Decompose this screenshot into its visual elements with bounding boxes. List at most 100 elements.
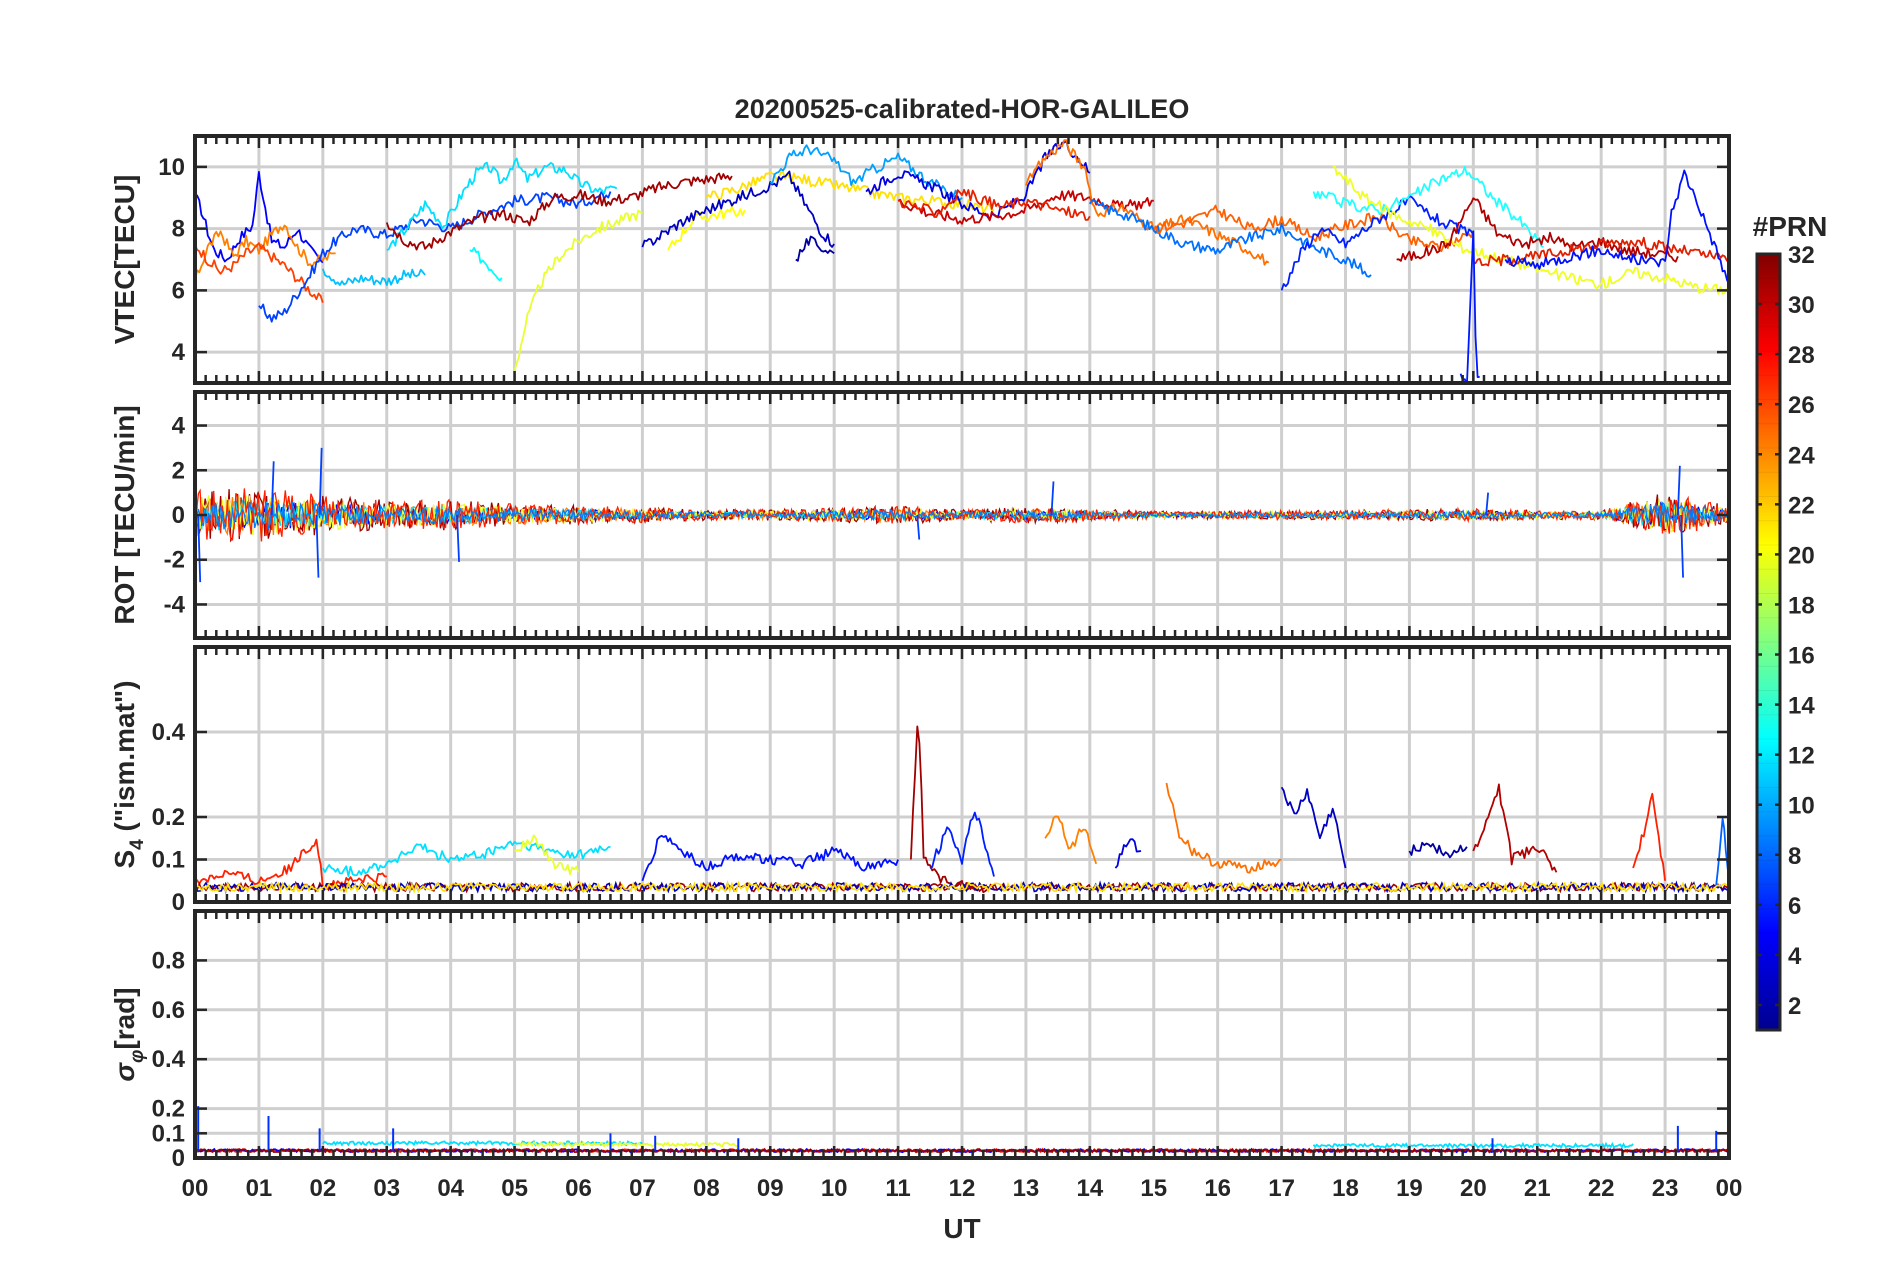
x-tick-label: 14 (1076, 1175, 1103, 1202)
y-tick-label: 0 (172, 1145, 185, 1172)
panel-s4: 0 0.1 0.2 0.4S4 ("ism.mat") (109, 645, 1731, 916)
y-tick-label: 0.2 (152, 804, 185, 831)
x-tick-label: 23 (1652, 1175, 1679, 1202)
y-tick-label: 0.1 (152, 847, 185, 874)
series-prn-12 (322, 840, 611, 877)
colorbar-tick-label: 28 (1788, 342, 1815, 369)
series-prn-10 (769, 144, 963, 201)
series-prn-2 (795, 235, 835, 262)
y-tick-label: 4 (172, 339, 186, 366)
rot-trace (195, 488, 1729, 542)
colorbar-tick-label: 26 (1788, 392, 1815, 419)
rot-spike (1676, 465, 1681, 516)
y-tick-label: 6 (172, 277, 185, 304)
x-tick-label: 00 (182, 1175, 209, 1202)
colorbar-tick-label: 10 (1788, 793, 1815, 820)
panel-rot-ylabel: ROT [TECU/min] (109, 405, 140, 624)
s4-baseline-trace (195, 879, 1729, 895)
rot-spike (270, 461, 275, 516)
y-tick-label: -2 (164, 547, 185, 574)
x-tick-label: 15 (1140, 1175, 1167, 1202)
panel-vtec-data (195, 139, 1729, 383)
series-prn-26 (195, 242, 324, 303)
x-tick-label: 12 (949, 1175, 976, 1202)
panel-s4-ylabel: S4 ("ism.mat") (109, 680, 148, 868)
panel-vtec-ticks (193, 136, 1731, 383)
series-prn-13 (1312, 165, 1544, 248)
panel-sigma-phi: 00.10.2 0.4 0.6 0.8σφ[rad] (109, 909, 1731, 1172)
rot-trace (195, 501, 1729, 530)
rot-spike (318, 447, 323, 516)
y-tick-label: 0 (172, 502, 185, 529)
y-tick-label: 8 (172, 216, 185, 243)
panel-rot: -4 -2 0 2 4 ROT [TECU/min] (109, 390, 1731, 640)
y-tick-label: 0.1 (152, 1120, 185, 1147)
x-tick-label: 07 (629, 1175, 656, 1202)
series-prn-4 (641, 834, 899, 882)
sigma-band-trace (514, 1141, 739, 1148)
y-tick-label: 0.6 (152, 997, 185, 1024)
panel-rot-data (195, 447, 1729, 583)
x-tick-label: 11 (885, 1175, 910, 1202)
series-prn-26 (195, 838, 387, 890)
colorbar-tick-label: 14 (1788, 693, 1815, 720)
y-tick-label: 10 (158, 154, 185, 181)
series-prn-3 (641, 170, 835, 248)
series-prn-23 (1025, 139, 1270, 266)
series-prn-13 (469, 246, 503, 282)
colorbar-tick-label: 24 (1788, 442, 1815, 469)
rot-spike (1050, 481, 1055, 516)
x-tick-label: 22 (1588, 1175, 1615, 1202)
colorbar-tick-label: 16 (1788, 643, 1815, 670)
colorbar-label: #PRN (1753, 211, 1828, 242)
panel-sigma-phi-ylabel: σφ[rad] (109, 987, 148, 1081)
series-prn-6 (1280, 195, 1475, 291)
colorbar-tick-label: 32 (1788, 242, 1815, 269)
x-tick-label: 21 (1524, 1175, 1551, 1202)
series-prn-27 (897, 188, 1091, 221)
colorbar-tick-label: 22 (1788, 492, 1815, 519)
x-tick-label: 04 (437, 1175, 464, 1202)
x-tick-label: 09 (757, 1175, 784, 1202)
panel-s4-ticks (193, 647, 1731, 904)
colorbar-tick-label: 6 (1788, 893, 1801, 920)
x-tick-label: 18 (1332, 1175, 1359, 1202)
colorbar-tick-label: 8 (1788, 843, 1801, 870)
series-prn-3 (1408, 841, 1468, 859)
series-prn-6 (929, 811, 995, 877)
y-tick-label: 0 (172, 889, 185, 916)
y-tick-label: 2 (172, 457, 185, 484)
series-prn-23 (1044, 815, 1098, 865)
y-tick-label: 4 (172, 413, 186, 440)
x-tick-label: 19 (1396, 1175, 1423, 1202)
series-prn-24 (1165, 782, 1282, 874)
y-tick-label: 0.4 (152, 1046, 186, 1073)
colorbar-tick-label: 18 (1788, 592, 1815, 619)
rot-spike (1680, 514, 1684, 578)
series-prn-21 (705, 171, 995, 214)
series-prn-30 (1396, 197, 1679, 263)
series-prn-31 (385, 172, 733, 251)
x-tick-label: 17 (1268, 1175, 1295, 1202)
rot-spike (916, 514, 921, 540)
x-tick-label: 13 (1013, 1175, 1040, 1202)
x-axis-label: UT (943, 1213, 980, 1244)
x-tick-label: 10 (821, 1175, 848, 1202)
y-tick-label: 0.8 (152, 947, 185, 974)
colorbar-tick-label: 30 (1788, 292, 1815, 319)
panel-rot-ticks (193, 392, 1731, 638)
chart-title: 20200525-calibrated-HOR-GALILEO (735, 94, 1190, 124)
panel-sigma-phi-ticks (193, 911, 1731, 1160)
series-prn-27 (1632, 792, 1666, 881)
series-prn-5 (1114, 838, 1142, 869)
series-prn-30 (1472, 783, 1558, 873)
series-prn-25 (1153, 204, 1475, 253)
panel-vtec: 4 6 8 10 VTEC[TECU] (109, 134, 1731, 385)
rot-spike (1485, 492, 1490, 516)
x-tick-label: 01 (246, 1175, 273, 1202)
x-tick-label: 16 (1204, 1175, 1231, 1202)
series-prn-7 (258, 189, 612, 323)
colorbar-tick-label: 12 (1788, 743, 1815, 770)
